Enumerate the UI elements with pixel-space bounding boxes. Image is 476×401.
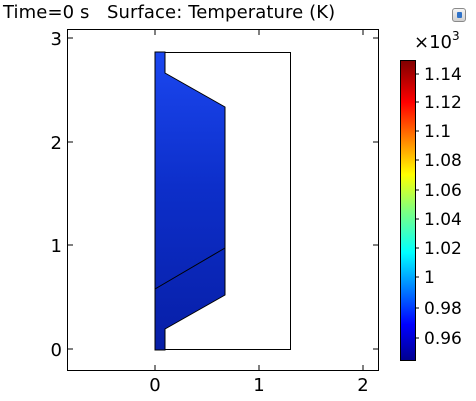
camera-icon[interactable] [452,8,466,22]
colorbar-exponent: ×103 [414,29,460,53]
y-tick-label: 2 [51,133,62,154]
colorbar-tick-label: 0.96 [424,329,462,349]
colorbar-tick-label: 1.08 [424,151,462,171]
x-tick-label: 0 [149,375,160,396]
axes-frame [67,29,379,371]
colorbar-tick-label: 1 [424,268,435,288]
colorbar-exponent-power: 3 [452,29,460,43]
colorbar-tick-label: 1.12 [424,93,462,113]
y-tick-label: 1 [51,236,62,257]
x-tick-label: 2 [357,375,368,396]
colorbar-tick-label: 1.1 [424,122,451,142]
x-tick-label: 1 [253,375,264,396]
colorbar-exponent-base: ×10 [414,32,452,53]
temperature-surface [154,51,226,351]
colorbar-tick-label: 1.04 [424,210,462,230]
y-axis [68,37,378,350]
y-tick-label: 0 [51,340,62,361]
y-tick-label: 3 [51,29,62,50]
colorbar-tick-label: 0.98 [424,299,462,319]
colorbar-tick-label: 1.02 [424,239,462,259]
x-axis [154,30,364,370]
colorbar-ticks [415,73,419,339]
colorbar-tick-label: 1.06 [424,181,462,201]
colorbar-tick-label: 1.14 [424,65,462,85]
colorbar [400,60,416,361]
plot-title: Time=0 s Surface: Temperature (K) [3,2,336,23]
interface-line [154,247,226,290]
